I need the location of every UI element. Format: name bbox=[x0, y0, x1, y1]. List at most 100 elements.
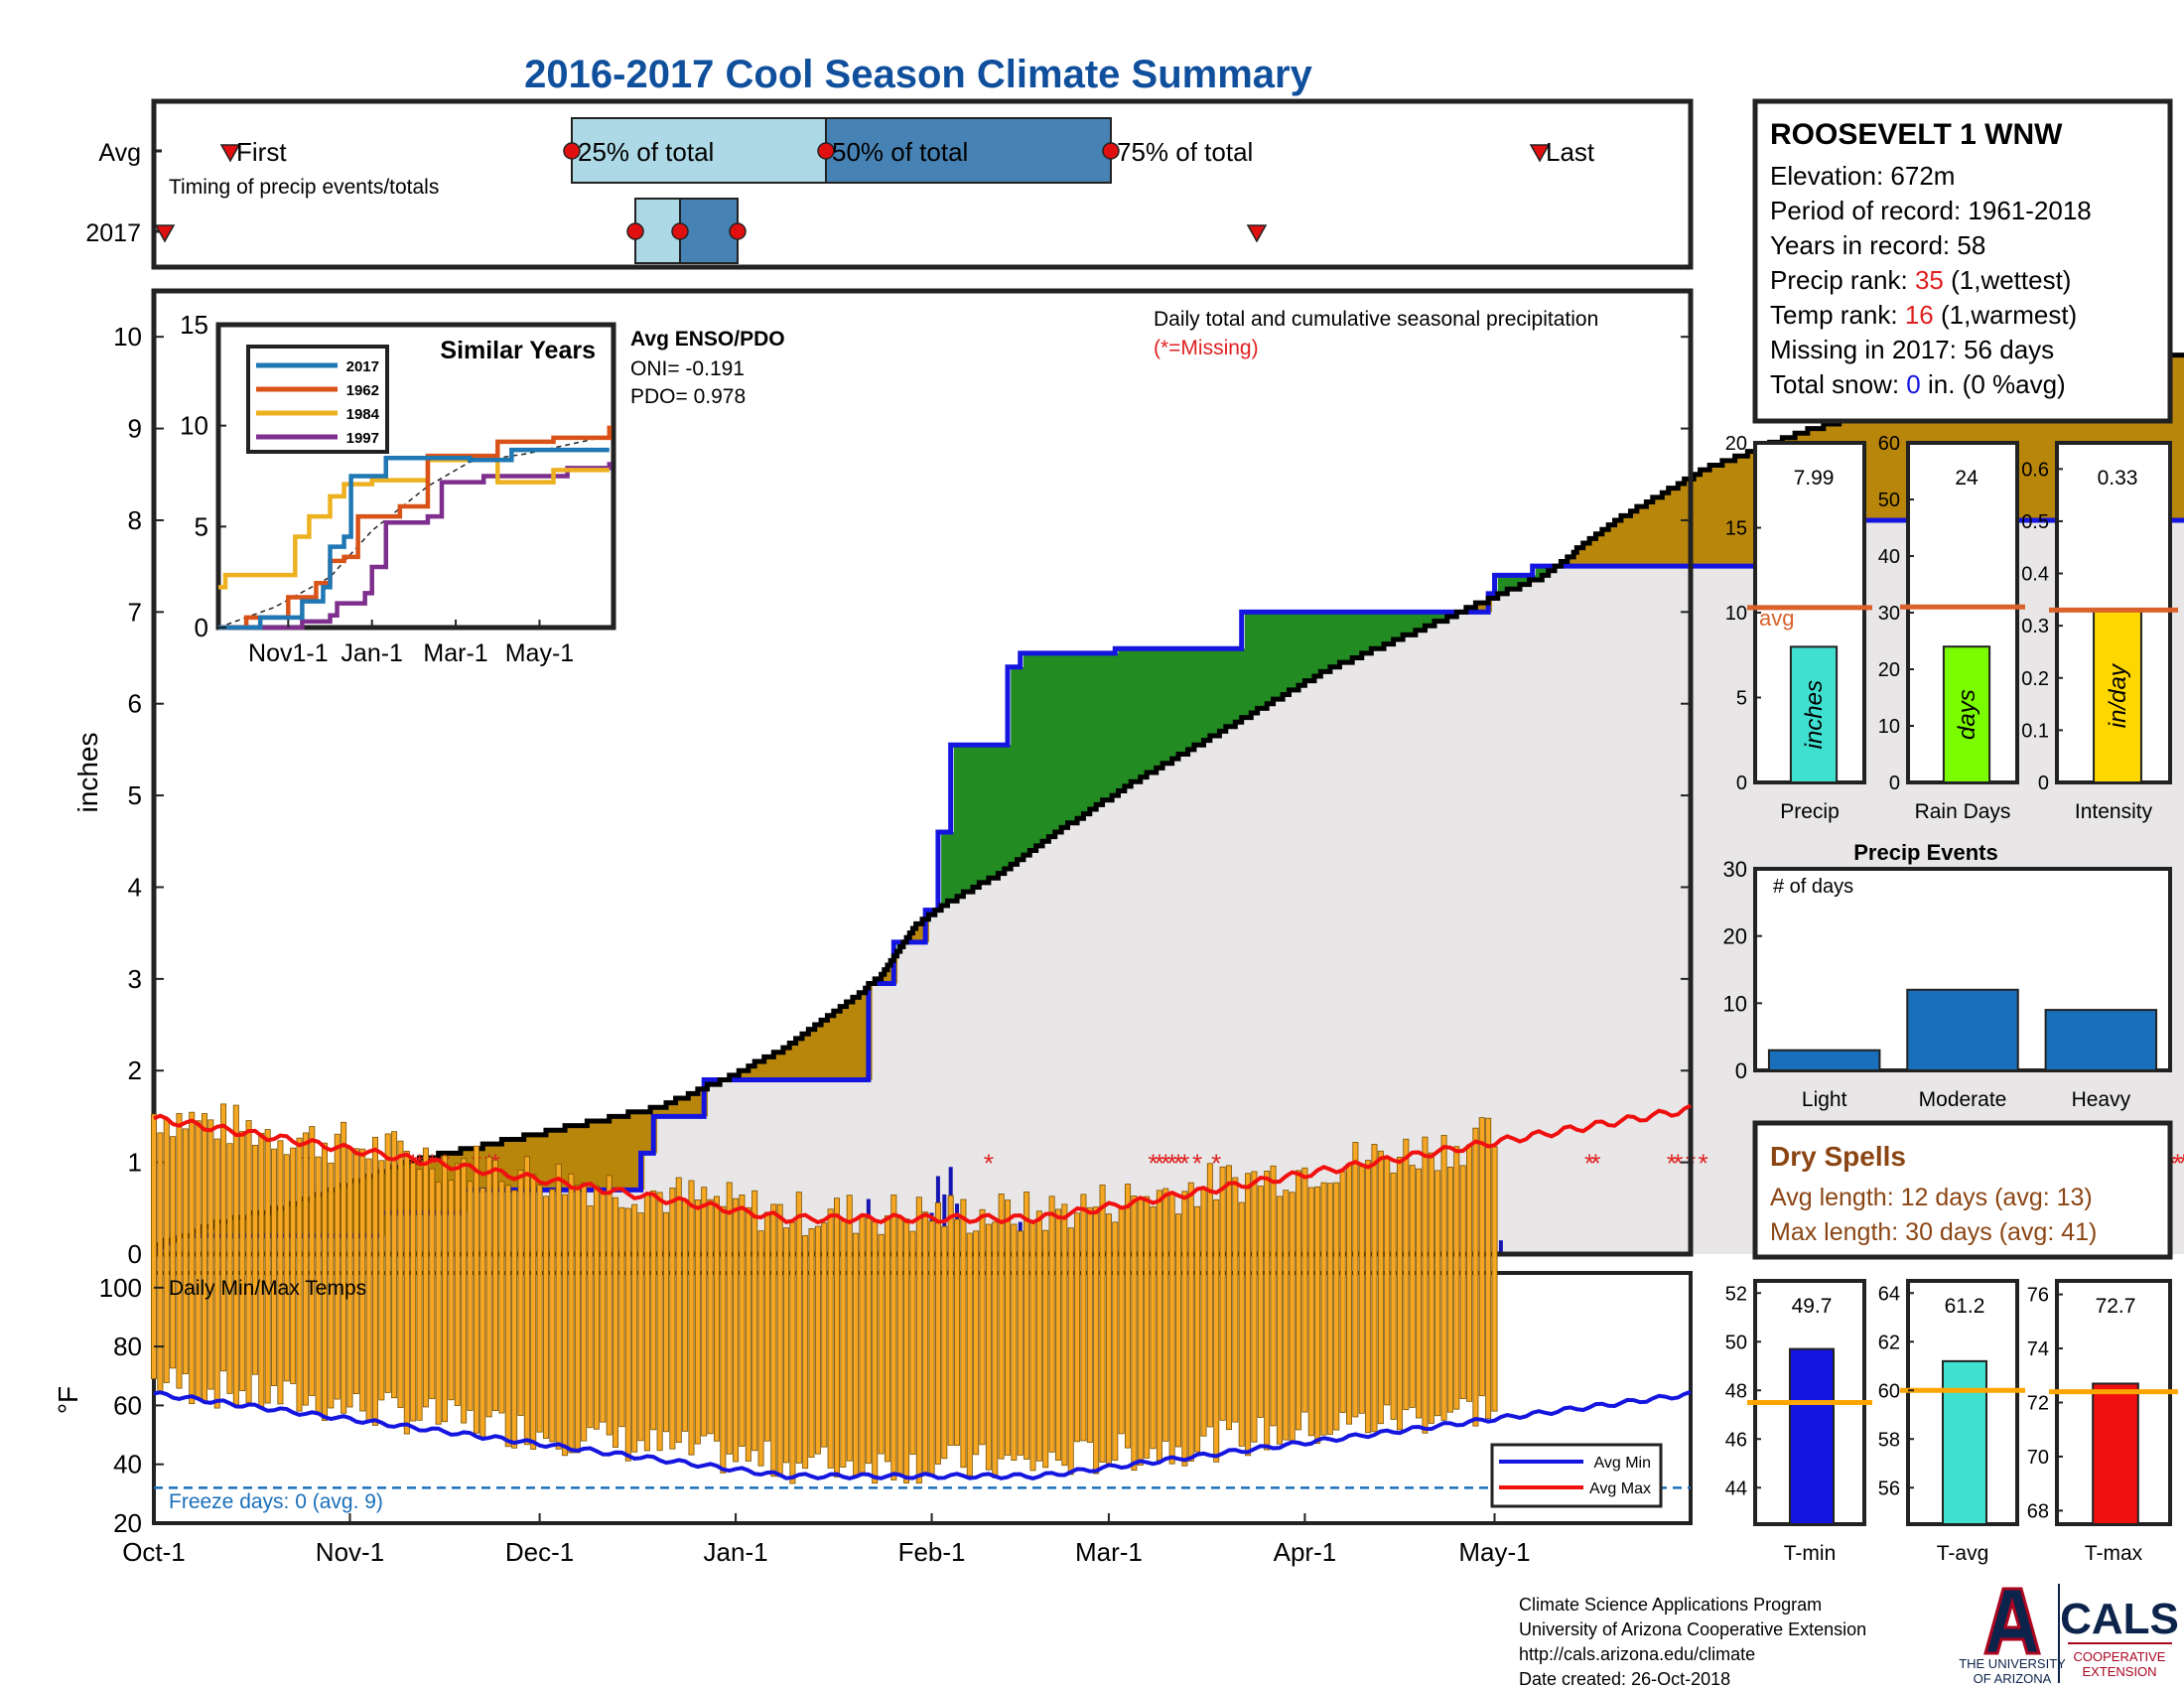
daily-temp-range-bar bbox=[694, 1199, 701, 1445]
daily-temp-range-bar bbox=[1206, 1163, 1213, 1428]
timing-subtitle: Timing of precip events/totals bbox=[169, 176, 439, 199]
precip-base-fill bbox=[154, 519, 2184, 1254]
summary-value-label: 24 bbox=[1955, 467, 1979, 490]
daily-temp-range-bar bbox=[688, 1180, 695, 1456]
daily-temp-range-bar bbox=[1150, 1206, 1157, 1450]
daily-temp-range-bar bbox=[1200, 1189, 1207, 1437]
temp-summary-label: T-min bbox=[1784, 1542, 1837, 1565]
daily-temp-range-bar bbox=[378, 1160, 385, 1401]
temp-legend bbox=[1490, 1443, 1663, 1508]
missing-day-marker: * bbox=[1667, 1149, 1677, 1179]
daily-temp-range-bar bbox=[1346, 1163, 1353, 1425]
precip-events-xlabel: Heavy bbox=[2072, 1088, 2131, 1111]
similar-years-ytick-label: 15 bbox=[180, 310, 208, 340]
month-axis-label: Mar-1 bbox=[1075, 1537, 1143, 1567]
daily-temp-range-bar bbox=[1125, 1184, 1132, 1449]
daily-temp-range-bar bbox=[1339, 1171, 1346, 1413]
temp-summary-ytick-label: 44 bbox=[1725, 1477, 1747, 1499]
similar-years-line-1984 bbox=[218, 457, 610, 590]
month-axis-label: Jan-1 bbox=[704, 1537, 768, 1567]
pct25-2017-marker bbox=[626, 222, 644, 240]
daily-temp-range-bar bbox=[859, 1213, 866, 1475]
footer: Climate Science Applications Program Uni… bbox=[1519, 1595, 1866, 1688]
daily-temp-range-bar bbox=[966, 1232, 973, 1477]
summary-avg-label: avg bbox=[1759, 606, 1794, 631]
daily-temp-range-bar bbox=[1440, 1135, 1447, 1421]
pct50-2017-marker bbox=[671, 222, 689, 240]
temp-summary-ytick-label: 48 bbox=[1725, 1380, 1747, 1402]
avg-min-temp-line bbox=[153, 1389, 1692, 1480]
daily-temp-range-bar bbox=[182, 1128, 189, 1374]
daily-temp-range-bar bbox=[1264, 1171, 1271, 1451]
daily-temp-range-bar bbox=[821, 1222, 828, 1448]
daily-temp-range-bar bbox=[1024, 1192, 1030, 1460]
precip-ytick-label: 9 bbox=[128, 414, 142, 444]
similar-years-xtick-label: Nov1-1 bbox=[248, 639, 329, 667]
daily-temp-range-bar bbox=[549, 1189, 556, 1443]
daily-temp-range-bar bbox=[1333, 1182, 1340, 1431]
summary-ytick-label: 5 bbox=[1736, 688, 1747, 710]
daily-temp-range-bar bbox=[1403, 1138, 1410, 1411]
temp-panel: 20 40 60 80 100 Daily Min/Max Temps °F Freez… bbox=[53, 1103, 1693, 1538]
daily-temp-range-bar bbox=[1225, 1165, 1232, 1431]
temp-summary-ytick-label: 68 bbox=[2027, 1500, 2049, 1522]
temp-summary-ytick-label: 50 bbox=[1725, 1332, 1747, 1353]
daily-temp-range-bar bbox=[1416, 1168, 1423, 1419]
daily-temp-range-bar bbox=[903, 1218, 910, 1483]
station-period: Period of record: 1961-2018 bbox=[1770, 196, 2092, 225]
summary-value-label: 7.99 bbox=[1794, 467, 1835, 490]
daily-temp-range-bar bbox=[1365, 1160, 1372, 1434]
similar-years-legend-label: 1984 bbox=[346, 406, 380, 423]
daily-temp-range-bar bbox=[1377, 1150, 1384, 1425]
daily-temp-range-bar bbox=[739, 1195, 746, 1447]
avg-first-label: First bbox=[236, 137, 287, 167]
daily-temp-range-bar bbox=[1257, 1186, 1264, 1418]
daily-temp-range-bar bbox=[1131, 1196, 1138, 1472]
daily-temp-range-bar bbox=[834, 1197, 841, 1477]
daily-temp-range-bar bbox=[751, 1190, 758, 1452]
daily-temp-range-bar bbox=[454, 1163, 461, 1406]
daily-temp-range-bar bbox=[960, 1198, 967, 1469]
avg-50-marker bbox=[817, 142, 835, 160]
daily-temp-range-bar bbox=[226, 1143, 233, 1394]
timing-row-label-avg: Avg bbox=[98, 139, 141, 167]
temp-summary-bar-charts: 49.7 44 46 48 50 52 T-min 61.2 56 58 60 62 64 T-avg 72… bbox=[1725, 1279, 2178, 1565]
daily-temp-range-bar bbox=[1005, 1199, 1012, 1456]
legend-avg-max-label: Avg Max bbox=[1589, 1480, 1651, 1497]
missing-day-marker: * bbox=[1167, 1149, 1177, 1179]
missing-day-marker: * bbox=[1148, 1149, 1158, 1179]
daily-temp-range-bar bbox=[840, 1220, 847, 1468]
daily-temp-range-bar bbox=[606, 1175, 613, 1436]
precip-events-ytick-label: 0 bbox=[1735, 1058, 1747, 1083]
timing-row-label-2017: 2017 bbox=[85, 219, 141, 247]
temp-summary-ytick-label: 46 bbox=[1725, 1429, 1747, 1451]
month-axis-label: Nov-1 bbox=[316, 1537, 384, 1567]
daily-temp-range-bar bbox=[783, 1227, 790, 1464]
station-precip-rank: Precip rank: 35 (1,wettest) bbox=[1770, 265, 2071, 295]
daily-temp-range-bar bbox=[1080, 1194, 1087, 1442]
summary-ytick-label: 30 bbox=[1878, 603, 1900, 625]
last-2017-marker bbox=[1246, 224, 1268, 243]
daily-temp-range-bar bbox=[467, 1181, 474, 1411]
missing-day-marker: * bbox=[1155, 1149, 1164, 1179]
similar-years-xtick-label: May-1 bbox=[505, 639, 574, 667]
daily-temp-range-bar bbox=[701, 1187, 708, 1437]
summary-bar-precip bbox=[1789, 645, 1839, 783]
daily-temp-range-bar bbox=[808, 1228, 815, 1458]
daily-temp-range-bar bbox=[1289, 1192, 1296, 1443]
daily-temp-range-bar bbox=[163, 1117, 170, 1383]
avg-75-label: 75% of total bbox=[1117, 137, 1253, 167]
daily-temp-range-bar bbox=[271, 1148, 278, 1386]
daily-temp-range-bar bbox=[726, 1182, 733, 1455]
avg-25-label: 25% of total bbox=[578, 137, 714, 167]
summary-ytick-label: 20 bbox=[1725, 433, 1747, 455]
daily-temp-range-bar bbox=[745, 1206, 751, 1462]
precip-events-ytick-label: 20 bbox=[1723, 924, 1747, 949]
ua-a-icon bbox=[1983, 1587, 2041, 1655]
daily-temp-range-bar bbox=[878, 1233, 885, 1455]
daily-temp-range-bar bbox=[1428, 1152, 1434, 1424]
daily-temp-range-bar bbox=[1276, 1196, 1283, 1445]
summary-ytick-label: 15 bbox=[1725, 518, 1747, 540]
daily-temp-range-bar bbox=[865, 1217, 872, 1465]
summary-ytick-label: 0.6 bbox=[2021, 459, 2049, 481]
